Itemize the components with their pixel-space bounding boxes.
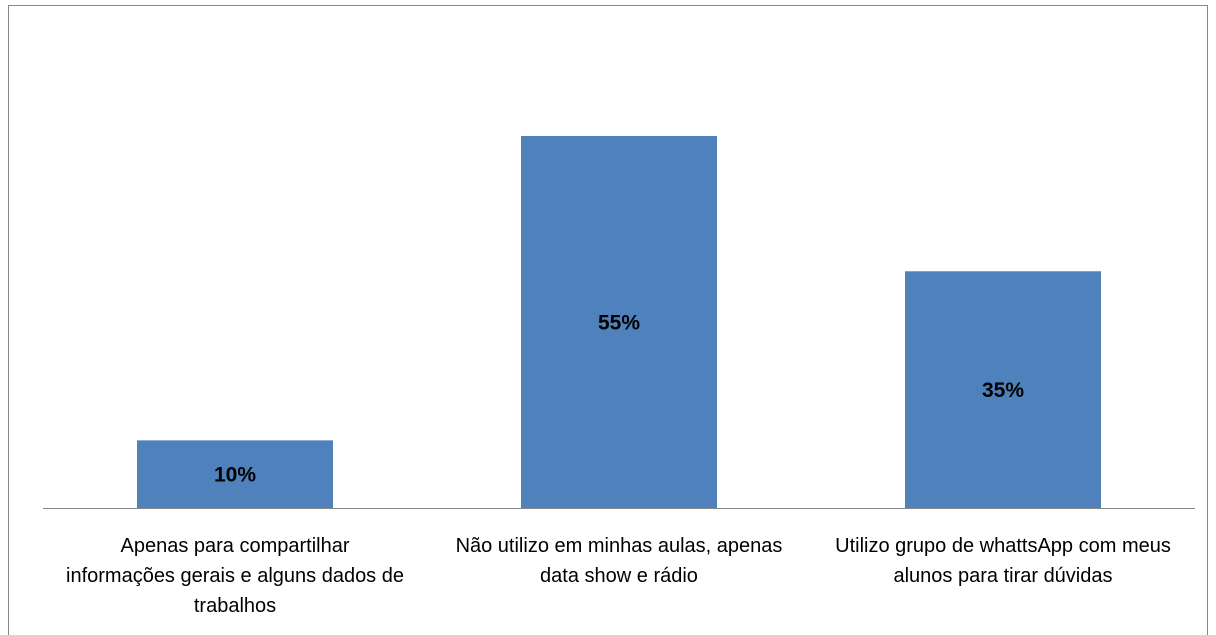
value-label: 35% (982, 379, 1024, 402)
bar (905, 271, 1101, 508)
value-label: 10% (214, 464, 256, 487)
x-tick-label: Apenas para compartilhar informações ger… (66, 535, 404, 617)
x-tick-label: Não utilizo em minhas aulas, apenas data… (455, 535, 783, 587)
value-label: 55% (598, 312, 640, 335)
x-tick-label: Utilizo grupo de whattsApp com meus alun… (835, 535, 1171, 587)
bar (137, 440, 333, 508)
bar (521, 136, 717, 508)
